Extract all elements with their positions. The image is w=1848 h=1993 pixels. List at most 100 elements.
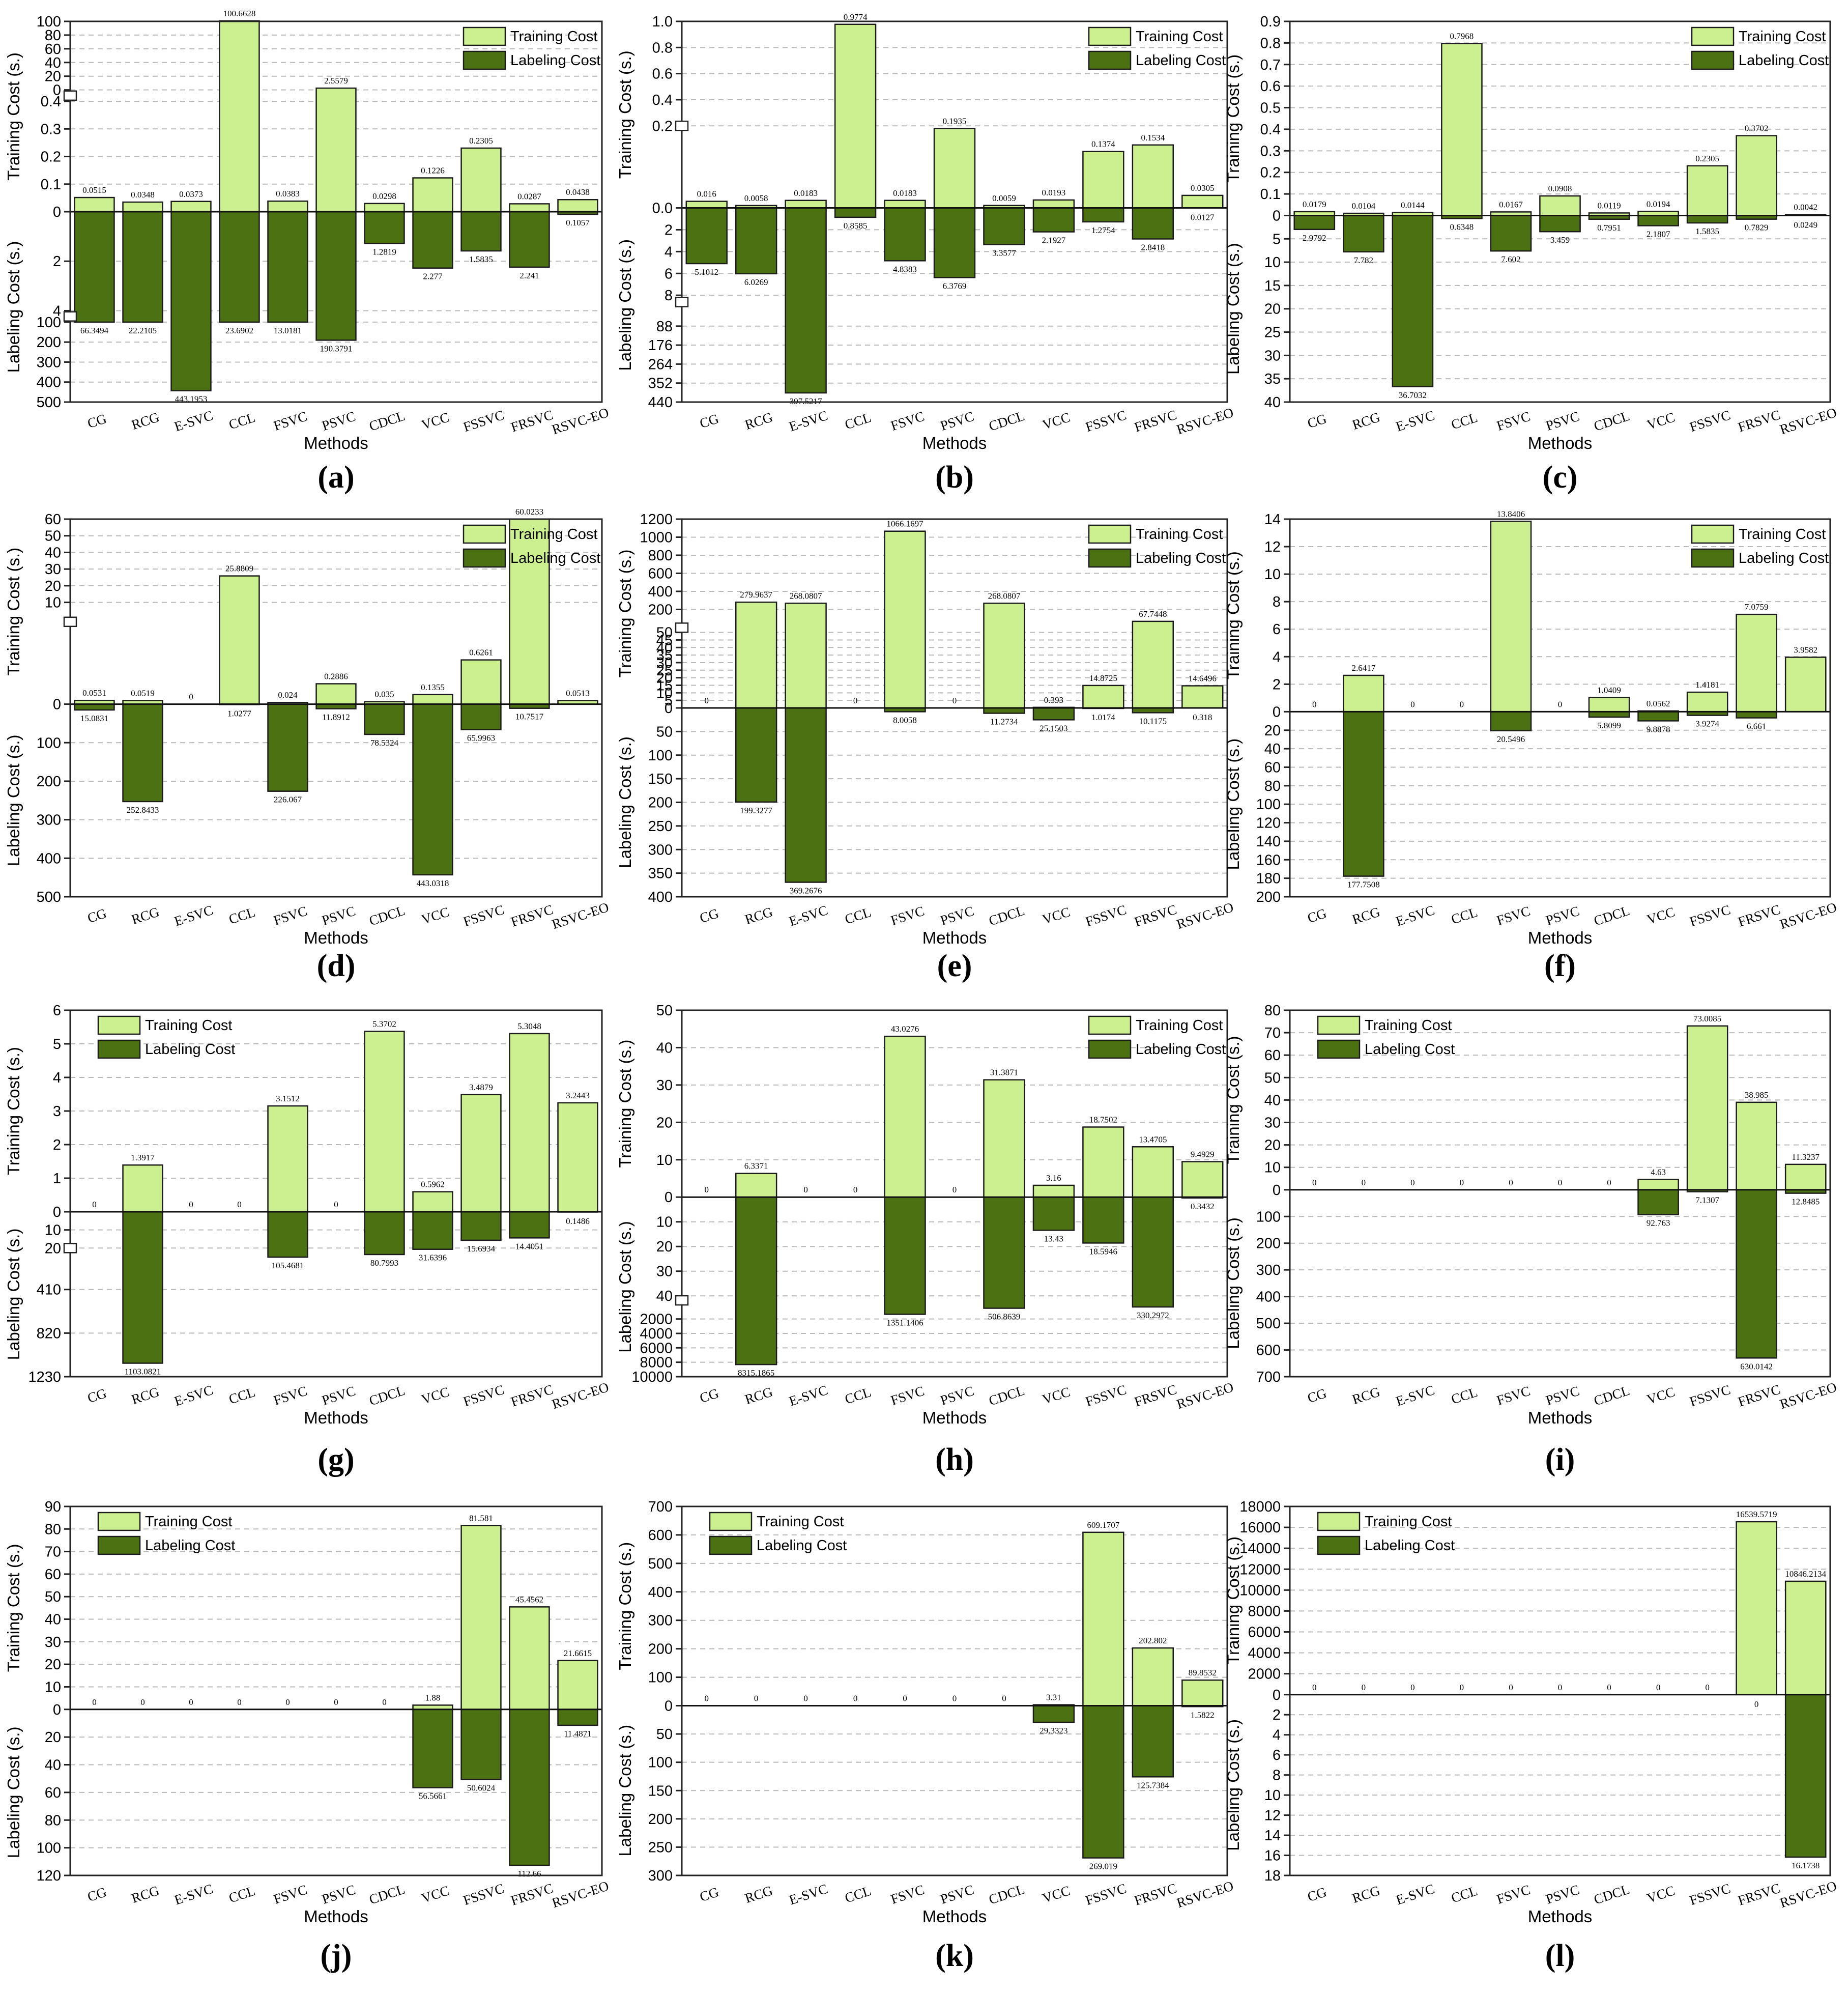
- training-bar-FRSVC: [509, 203, 550, 213]
- labeling-value-label: 269.019: [1089, 1862, 1117, 1871]
- training-bar-E-SVC: [785, 603, 827, 709]
- training-tick-label: 60: [45, 41, 61, 58]
- labeling-tick-label: 20: [656, 1239, 673, 1255]
- training-value-label: 0.0287: [517, 191, 541, 201]
- x-tick-label: CCL: [1449, 410, 1479, 433]
- training-tick-label: 4: [53, 1070, 61, 1086]
- labeling-value-label: 5.8099: [1597, 721, 1621, 730]
- legend-labeling-label: Labeling Cost: [145, 1538, 235, 1554]
- labeling-bar-FRSVC: [1736, 711, 1778, 719]
- training-tick-label: 0.7: [1260, 57, 1281, 73]
- training-value-label: 0: [1558, 1178, 1563, 1187]
- training-value-label: 73.0085: [1693, 1014, 1721, 1023]
- training-value-label: 3.9582: [1794, 645, 1817, 654]
- training-tick-label: 1200: [640, 511, 673, 528]
- training-value-label: 0.2305: [469, 136, 493, 146]
- training-value-label: 0: [1362, 1683, 1366, 1692]
- chart-panel-i: 0 10 20 30 40 50 60 70 80 100 200 300 400 500 600 700 0 C…: [1224, 1003, 1838, 1477]
- labeling-tick-label: 1230: [28, 1369, 61, 1385]
- legend-training-label: Training Cost: [1365, 1017, 1452, 1034]
- training-tick-label: 0.8: [1260, 35, 1281, 51]
- labeling-value-label: 7.602: [1501, 254, 1520, 264]
- chart-panel-b: 0.00.20.40.60.81.02468881762643524400.01…: [616, 12, 1235, 495]
- training-tick-label: 10: [45, 595, 61, 611]
- x-tick-label: VCC: [420, 1384, 451, 1407]
- x-tick-label: PSVC: [320, 903, 358, 928]
- labeling-value-label: 15.0831: [80, 714, 108, 723]
- legend-labeling-label: Labeling Cost: [1365, 1538, 1455, 1554]
- labeling-bar-RSVC-EO: [557, 1709, 598, 1726]
- y-axis-title-training: Training Cost (s.): [4, 1047, 23, 1175]
- training-value-label: 0.1374: [1091, 139, 1115, 149]
- training-bar-FSVC: [884, 530, 926, 709]
- labeling-bar-CDCL: [364, 703, 405, 735]
- x-tick-label: E-SVC: [787, 1382, 829, 1409]
- x-tick-label: CDCL: [987, 1882, 1027, 1907]
- legend-training-swatch: [1317, 1512, 1361, 1531]
- labeling-tick-label: 4: [1273, 1727, 1281, 1744]
- training-tick-label: 0: [665, 1189, 673, 1206]
- training-value-label: 609.1707: [1087, 1520, 1119, 1530]
- labeling-bar-CCL: [219, 211, 260, 323]
- labeling-value-label: 25.1503: [1040, 723, 1067, 733]
- x-axis-title: Methods: [922, 1408, 987, 1427]
- y-axis-title-labeling: Labeling Cost (s.): [616, 1725, 634, 1857]
- training-tick-label: 50: [1264, 1070, 1281, 1086]
- training-tick-label: 500: [648, 1556, 673, 1572]
- x-tick-label: E-SVC: [1394, 902, 1436, 929]
- plot-frame: [1289, 518, 1831, 898]
- training-value-label: 0: [285, 1697, 290, 1707]
- training-bar-PSVC: [933, 128, 976, 209]
- labeling-value-label: 2.1927: [1042, 236, 1066, 245]
- training-value-label: 4.63: [1651, 1167, 1666, 1177]
- training-value-label: 279.9637: [740, 590, 772, 600]
- training-tick-label: 20: [45, 578, 61, 594]
- labeling-tick-label: 25: [1264, 325, 1281, 341]
- x-tick-label: PSVC: [1544, 408, 1581, 433]
- x-tick-label: CG: [85, 905, 108, 926]
- labeling-tick-label: 500: [1256, 1316, 1281, 1332]
- training-tick-label: 0: [1273, 704, 1281, 720]
- training-tick-label: 80: [45, 27, 61, 44]
- labeling-tick-label: 140: [1256, 834, 1281, 850]
- labeling-value-label: 112.66: [517, 1869, 541, 1878]
- labeling-bar-VCC: [1637, 1189, 1679, 1215]
- x-tick-label: CCL: [227, 1883, 257, 1906]
- x-tick-label: CDCL: [987, 903, 1027, 929]
- x-tick-label: RCG: [743, 1384, 774, 1407]
- labeling-value-label: 1.0277: [227, 709, 251, 719]
- training-tick-label: 0: [53, 1204, 61, 1220]
- labeling-value-label: 23.6902: [225, 326, 253, 335]
- x-tick-label: RSVC-EO: [1175, 1379, 1235, 1412]
- training-tick-label: 0.0: [652, 201, 673, 217]
- labeling-value-label: 4.8383: [893, 264, 917, 274]
- training-bar-FRSVC: [1736, 613, 1778, 713]
- training-value-label: 0: [237, 1697, 242, 1707]
- y-axis-title-training: Training Cost (s.): [616, 550, 634, 678]
- labeling-value-label: 78.5324: [370, 738, 399, 748]
- labeling-tick-label: 100: [648, 1755, 673, 1771]
- labeling-tick-label: 10000: [631, 1369, 673, 1385]
- labeling-tick-label: 10: [45, 1222, 61, 1239]
- training-tick-label: 8: [1273, 594, 1281, 610]
- legend-labeling-label: Labeling Cost: [1365, 1041, 1455, 1058]
- labeling-value-label: 3.459: [1550, 235, 1570, 245]
- labeling-bar-FSVC: [267, 703, 308, 792]
- x-tick-label: CDCL: [987, 1383, 1027, 1409]
- labeling-tick-label: 700: [1256, 1369, 1281, 1385]
- labeling-value-label: 1.5822: [1191, 1711, 1215, 1720]
- training-bar-CDCL: [983, 603, 1025, 709]
- labeling-bar-VCC: [412, 1709, 453, 1788]
- labeling-tick-label: 400: [1256, 1289, 1281, 1305]
- training-bar-CCL: [219, 575, 260, 705]
- x-tick-label: E-SVC: [172, 1881, 215, 1908]
- legend-training-swatch: [1317, 1015, 1361, 1035]
- training-value-label: 0: [1410, 1178, 1415, 1187]
- training-tick-label: 0.1: [1260, 186, 1281, 203]
- labeling-bar-PSVC: [315, 211, 357, 341]
- training-bar-CG: [685, 201, 728, 209]
- labeling-value-label: 10.1175: [1139, 716, 1167, 726]
- labeling-bar-RCG: [122, 1211, 163, 1364]
- x-tick-label: FRSVC: [1133, 902, 1179, 930]
- labeling-bar-RCG: [1342, 215, 1384, 253]
